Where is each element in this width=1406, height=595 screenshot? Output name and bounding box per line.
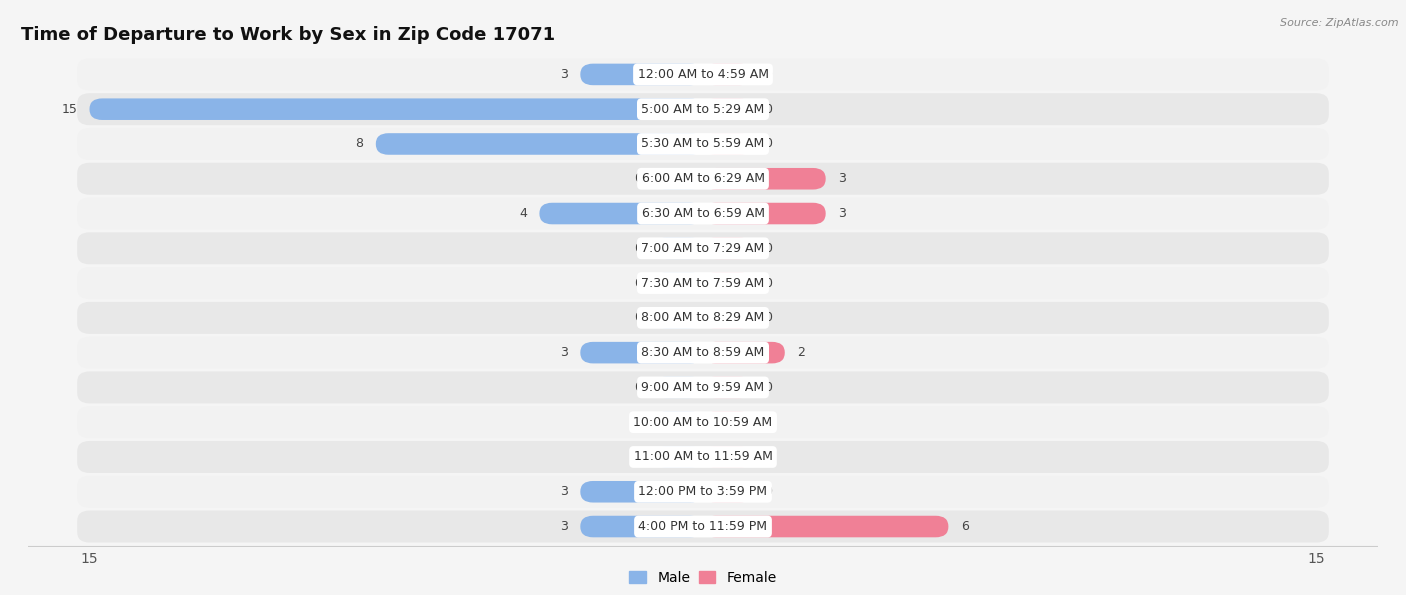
Text: 0: 0 (765, 242, 772, 255)
Text: 3: 3 (560, 520, 568, 533)
FancyBboxPatch shape (703, 133, 752, 155)
FancyBboxPatch shape (654, 411, 703, 433)
Text: 3: 3 (560, 346, 568, 359)
FancyBboxPatch shape (581, 64, 703, 85)
FancyBboxPatch shape (77, 476, 1329, 508)
Text: 10:00 AM to 10:59 AM: 10:00 AM to 10:59 AM (634, 416, 772, 429)
FancyBboxPatch shape (654, 168, 703, 190)
Text: 0: 0 (765, 68, 772, 81)
Text: 0: 0 (634, 242, 641, 255)
Text: 6:00 AM to 6:29 AM: 6:00 AM to 6:29 AM (641, 172, 765, 185)
Text: 7:30 AM to 7:59 AM: 7:30 AM to 7:59 AM (641, 277, 765, 290)
FancyBboxPatch shape (540, 203, 703, 224)
FancyBboxPatch shape (703, 446, 752, 468)
FancyBboxPatch shape (375, 133, 703, 155)
Text: 0: 0 (765, 137, 772, 151)
FancyBboxPatch shape (654, 446, 703, 468)
Text: 8:00 AM to 8:29 AM: 8:00 AM to 8:29 AM (641, 311, 765, 324)
FancyBboxPatch shape (703, 203, 825, 224)
FancyBboxPatch shape (703, 481, 752, 503)
FancyBboxPatch shape (581, 342, 703, 364)
Text: 0: 0 (765, 103, 772, 115)
FancyBboxPatch shape (77, 511, 1329, 543)
FancyBboxPatch shape (654, 273, 703, 294)
Text: 8:30 AM to 8:59 AM: 8:30 AM to 8:59 AM (641, 346, 765, 359)
Text: 0: 0 (634, 311, 641, 324)
Text: 4: 4 (519, 207, 527, 220)
Text: 5:00 AM to 5:29 AM: 5:00 AM to 5:29 AM (641, 103, 765, 115)
Text: 0: 0 (765, 277, 772, 290)
Legend: Male, Female: Male, Female (630, 571, 776, 585)
FancyBboxPatch shape (703, 273, 752, 294)
FancyBboxPatch shape (77, 267, 1329, 299)
Text: 5:30 AM to 5:59 AM: 5:30 AM to 5:59 AM (641, 137, 765, 151)
Text: 3: 3 (838, 172, 846, 185)
Text: 7:00 AM to 7:29 AM: 7:00 AM to 7:29 AM (641, 242, 765, 255)
FancyBboxPatch shape (654, 237, 703, 259)
Text: 0: 0 (634, 277, 641, 290)
Text: 0: 0 (765, 311, 772, 324)
Text: 4:00 PM to 11:59 PM: 4:00 PM to 11:59 PM (638, 520, 768, 533)
Text: 8: 8 (356, 137, 364, 151)
FancyBboxPatch shape (654, 377, 703, 398)
Text: 9:00 AM to 9:59 AM: 9:00 AM to 9:59 AM (641, 381, 765, 394)
FancyBboxPatch shape (77, 163, 1329, 195)
Text: 0: 0 (765, 450, 772, 464)
FancyBboxPatch shape (77, 232, 1329, 264)
FancyBboxPatch shape (703, 64, 752, 85)
Text: 0: 0 (765, 381, 772, 394)
Text: 12:00 PM to 3:59 PM: 12:00 PM to 3:59 PM (638, 486, 768, 498)
Text: 0: 0 (634, 450, 641, 464)
Text: 3: 3 (560, 486, 568, 498)
FancyBboxPatch shape (703, 411, 752, 433)
FancyBboxPatch shape (654, 307, 703, 328)
FancyBboxPatch shape (90, 98, 703, 120)
FancyBboxPatch shape (703, 516, 949, 537)
FancyBboxPatch shape (703, 237, 752, 259)
FancyBboxPatch shape (703, 168, 825, 190)
FancyBboxPatch shape (581, 481, 703, 503)
Text: 11:00 AM to 11:59 AM: 11:00 AM to 11:59 AM (634, 450, 772, 464)
Text: 0: 0 (634, 381, 641, 394)
FancyBboxPatch shape (77, 93, 1329, 125)
Text: 3: 3 (560, 68, 568, 81)
FancyBboxPatch shape (77, 441, 1329, 473)
FancyBboxPatch shape (77, 302, 1329, 334)
FancyBboxPatch shape (581, 516, 703, 537)
FancyBboxPatch shape (77, 406, 1329, 438)
FancyBboxPatch shape (703, 307, 752, 328)
FancyBboxPatch shape (703, 377, 752, 398)
Text: 0: 0 (634, 416, 641, 429)
FancyBboxPatch shape (77, 58, 1329, 90)
FancyBboxPatch shape (703, 98, 752, 120)
FancyBboxPatch shape (77, 128, 1329, 160)
Text: 0: 0 (634, 172, 641, 185)
FancyBboxPatch shape (703, 342, 785, 364)
FancyBboxPatch shape (77, 371, 1329, 403)
Text: Source: ZipAtlas.com: Source: ZipAtlas.com (1281, 18, 1399, 28)
FancyBboxPatch shape (77, 198, 1329, 230)
Text: 12:00 AM to 4:59 AM: 12:00 AM to 4:59 AM (637, 68, 769, 81)
Text: 6: 6 (960, 520, 969, 533)
Text: 2: 2 (797, 346, 806, 359)
Text: 0: 0 (765, 416, 772, 429)
Text: 3: 3 (838, 207, 846, 220)
Text: 6:30 AM to 6:59 AM: 6:30 AM to 6:59 AM (641, 207, 765, 220)
Text: Time of Departure to Work by Sex in Zip Code 17071: Time of Departure to Work by Sex in Zip … (21, 26, 555, 43)
Text: 0: 0 (765, 486, 772, 498)
Text: 15: 15 (62, 103, 77, 115)
FancyBboxPatch shape (77, 337, 1329, 369)
